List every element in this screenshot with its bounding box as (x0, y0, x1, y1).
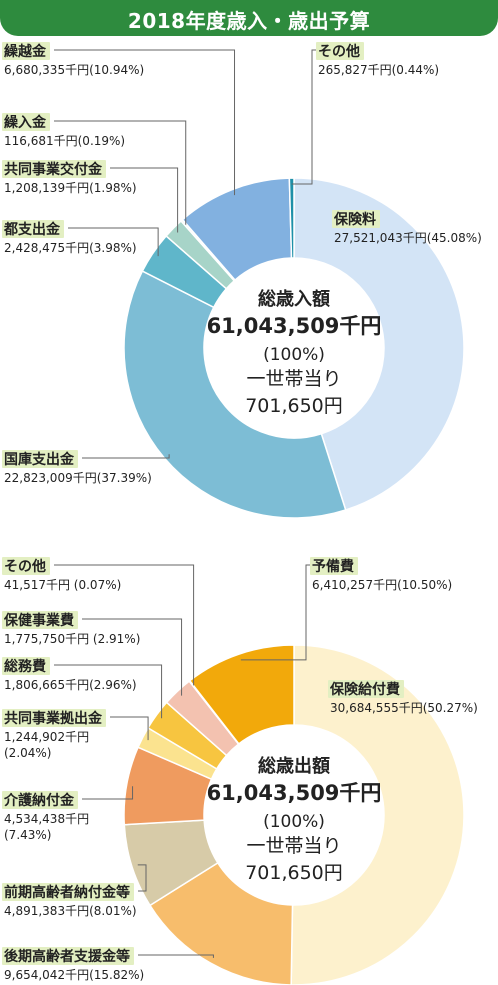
page-title: 2018年度歳入・歳出予算 (127, 9, 371, 33)
label-bg (310, 557, 358, 575)
leader-line (68, 227, 159, 257)
slice-value: 2,428,475千円(3.98%) (4, 241, 137, 255)
slice-label: 予備費 (312, 558, 354, 575)
slice-label: 保険給付費 (329, 681, 400, 698)
donut-chart-revenue: 総歳入額 61,043,509千円 (100%) 一世帯当り 701,650円 保険料 27… (2, 42, 482, 519)
slice-value: 27,521,043千円(45.08%) (334, 231, 482, 245)
slice-value: 6,680,335千円(10.94%) (4, 63, 144, 77)
leader-line (82, 454, 170, 459)
center-per-label: 一世帯当り (246, 835, 341, 857)
leader-line (54, 49, 236, 196)
slice-value: 1,244,902千円 (4, 730, 89, 744)
slice-value: 22,823,009千円(37.39%) (4, 471, 152, 485)
slice-label: 介護納付金 (3, 792, 75, 809)
leader-line (291, 49, 316, 185)
label-bg (328, 680, 404, 698)
label-bg (316, 42, 364, 60)
slice-label: 前期高齢者納付金等 (4, 884, 130, 901)
slice-value: 9,654,042千円(15.82%) (4, 968, 144, 982)
center-percent: (100%) (263, 345, 325, 365)
center-title: 総歳出額 (258, 755, 330, 777)
label-bg (2, 791, 78, 809)
label-bg (2, 557, 50, 575)
leader-line (82, 786, 134, 800)
leader-line (110, 716, 149, 741)
label-bg (2, 709, 106, 727)
leader-line (54, 664, 163, 719)
center-total: 61,043,509千円 (207, 781, 382, 805)
center-per-label: 一世帯当り (246, 368, 341, 390)
slice-value: 1,775,750千円 (2.91%) (4, 632, 140, 646)
label-bg (2, 611, 78, 629)
slice-label: 後期高齢者支援金等 (4, 948, 130, 965)
center-total: 61,043,509千円 (207, 314, 382, 338)
pie-slice-1 (290, 644, 465, 985)
label-bg (2, 657, 50, 675)
slice-value: 1,806,665千円(2.96%) (4, 678, 137, 692)
slice-label: 共同事業交付金 (4, 161, 103, 178)
slice-value: 41,517千円 (0.07%) (4, 578, 121, 592)
label-bg (332, 210, 380, 228)
slice-label: 都支出金 (3, 221, 61, 238)
slice-label: 共同事業拠出金 (4, 710, 103, 727)
slice-label: 繰入金 (4, 114, 47, 131)
center-title: 総歳入額 (258, 288, 330, 310)
leader-line (138, 954, 214, 958)
center-per-value: 701,650円 (245, 862, 343, 884)
label-bg (2, 883, 134, 901)
slice-label: その他 (4, 558, 46, 575)
leader-line (137, 864, 147, 892)
leader-line (110, 167, 179, 233)
label-bg (2, 220, 64, 238)
label-bg (2, 160, 106, 178)
pie-slice-9 (188, 644, 295, 745)
slice-percent: (2.04%) (4, 746, 51, 760)
slice-value: 265,827千円(0.44%) (318, 63, 439, 77)
slice-label: 保健事業費 (3, 612, 74, 629)
slice-value: 30,684,555千円(50.27%) (330, 701, 478, 715)
label-bg (2, 42, 50, 60)
slice-label: その他 (318, 43, 360, 60)
center-percent: (100%) (263, 812, 325, 832)
slice-value: 4,891,383千円(8.01%) (4, 904, 137, 918)
slice-label: 総務費 (4, 658, 46, 675)
slice-label: 国庫支出金 (4, 451, 75, 468)
slice-label: 保険料 (333, 211, 376, 228)
leader-line (54, 564, 195, 686)
slice-value: 6,410,257千円(10.50%) (312, 578, 452, 592)
label-bg (2, 947, 134, 965)
leader-line (240, 564, 310, 661)
slice-percent: (7.43%) (4, 828, 51, 842)
leader-line (82, 618, 183, 696)
pie-slice-1 (293, 177, 465, 511)
center-per-value: 701,650円 (245, 395, 343, 417)
leader-line (54, 120, 187, 225)
slice-value: 116,681千円(0.19%) (4, 134, 125, 148)
donut-chart-expenditure: 総歳出額 61,043,509千円 (100%) 一世帯当り 701,650円 保険給付費… (2, 557, 478, 985)
label-bg (2, 113, 50, 131)
title-banner: 2018年度歳入・歳出予算 (0, 0, 498, 36)
slice-label: 繰越金 (4, 43, 47, 60)
pie-slice-2 (123, 270, 347, 519)
slice-value: 4,534,438千円 (4, 812, 89, 826)
label-bg (2, 450, 78, 468)
pie-slice-7 (288, 177, 295, 259)
slice-value: 1,208,139千円(1.98%) (4, 181, 137, 195)
